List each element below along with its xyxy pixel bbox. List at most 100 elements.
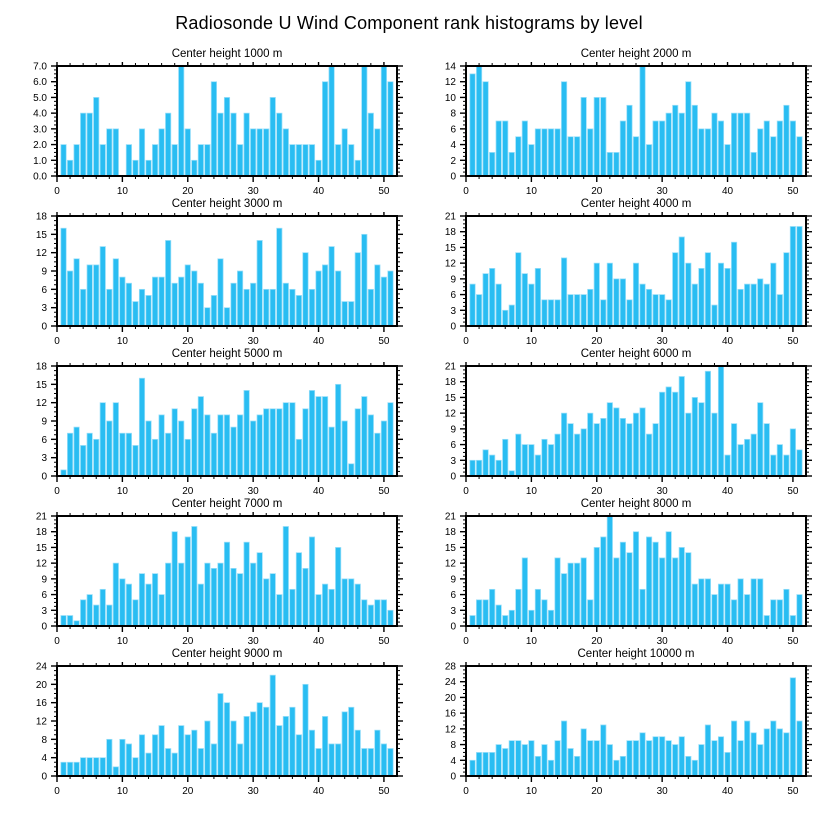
histogram-bar [60, 761, 67, 777]
y-tick-label: 0 [41, 472, 47, 483]
histogram-bar [574, 294, 581, 327]
histogram-bar [125, 282, 132, 327]
histogram-bar [348, 144, 355, 177]
histogram-bar [289, 706, 296, 777]
histogram-bar [282, 402, 289, 477]
histogram-bar [528, 740, 535, 777]
histogram-bar [60, 615, 67, 627]
y-tick-label: 15 [36, 543, 48, 554]
y-tick-label: 12 [36, 717, 48, 728]
histogram-bar [387, 402, 394, 477]
histogram-bar [223, 702, 231, 777]
histogram-bar [652, 736, 659, 777]
y-tick-label: 18 [36, 212, 48, 223]
histogram-bar [354, 408, 361, 477]
y-tick-labels: 0 3 6 9 12 15 18 21 [36, 512, 48, 633]
y-tick-label: 8 [41, 735, 47, 746]
y-tick-label: 2 [450, 156, 456, 167]
histogram-bar [93, 438, 100, 477]
histogram-bar [652, 120, 659, 177]
y-tick-label: 18 [445, 527, 457, 538]
histogram-bar [263, 128, 270, 177]
subplot-title: Center height 10000 m [577, 648, 695, 660]
histogram-bar [165, 748, 172, 777]
x-tick-label: 50 [378, 186, 390, 196]
histogram-bar [210, 295, 217, 327]
y-tick-label: 8 [450, 740, 456, 751]
histogram-bar [489, 588, 496, 627]
bars [60, 377, 394, 477]
histogram-bar [776, 728, 783, 777]
x-tick-label: 20 [182, 486, 194, 496]
histogram-bar [482, 273, 489, 327]
histogram-bar [783, 252, 790, 327]
histogram-bar [476, 599, 483, 627]
histogram-bar [737, 112, 744, 177]
histogram-bar [561, 573, 568, 627]
y-tick-label: 0 [450, 172, 456, 183]
y-tick-label: 6 [450, 124, 456, 135]
histogram-bar [138, 128, 146, 177]
histogram-bar [489, 152, 496, 177]
histogram-bar [348, 301, 355, 327]
subplot-title: Center height 7000 m [171, 498, 283, 510]
histogram-bar [750, 578, 757, 627]
histogram-bar [783, 588, 790, 627]
x-tick-label: 10 [526, 786, 538, 796]
histogram-bar [724, 583, 731, 627]
x-tick-label: 30 [248, 636, 260, 646]
histogram-bar [717, 583, 725, 627]
histogram-bar [613, 759, 620, 777]
histogram-bar [567, 562, 574, 627]
histogram-bar [217, 562, 224, 627]
histogram-bar [678, 236, 685, 327]
histogram-bar [335, 144, 342, 177]
histogram-bar [315, 594, 322, 627]
y-tick-label: 12 [445, 259, 457, 270]
histogram-bar [361, 396, 368, 477]
histogram-bar [750, 732, 757, 777]
histogram-bar [632, 262, 640, 327]
histogram-bar [711, 304, 718, 327]
histogram-bar [210, 81, 217, 177]
histogram-bar [302, 144, 309, 177]
histogram-bar [580, 557, 587, 627]
y-tick-label: 0.0 [33, 172, 47, 183]
bars [60, 227, 394, 327]
histogram-bar [659, 736, 666, 777]
histogram-bar [789, 120, 796, 177]
histogram-bar [145, 295, 152, 327]
histogram-bar [554, 740, 561, 777]
histogram-bar [367, 748, 374, 777]
y-tick-labels: 0 4 8 12 16 20 24 28 [445, 662, 457, 783]
histogram-bar [341, 711, 348, 777]
y-tick-label: 6.0 [33, 77, 47, 88]
histogram-bar [646, 144, 653, 177]
histogram-bar [80, 112, 87, 177]
y-tick-label: 3 [41, 606, 47, 617]
histogram-bar [243, 390, 250, 477]
histogram-bar [295, 552, 302, 627]
histogram-bar [534, 755, 541, 777]
histogram-bar [361, 65, 368, 177]
x-tick-label: 20 [591, 486, 603, 496]
y-tick-label: 6 [41, 590, 47, 601]
histogram-bar [678, 376, 685, 477]
histogram-bar [508, 740, 515, 777]
histogram-bar [521, 744, 528, 777]
histogram-bar [263, 408, 270, 477]
y-tick-label: 6 [41, 435, 47, 446]
histogram-bar [672, 744, 679, 777]
x-tick-label: 10 [117, 636, 129, 646]
histogram-bar [165, 432, 172, 477]
histogram-bar [639, 588, 646, 627]
histogram-bar [587, 599, 594, 627]
histogram-bar [587, 128, 594, 177]
histogram-bar [783, 732, 790, 777]
histogram-bar [580, 97, 587, 177]
y-tick-label: 15 [36, 230, 48, 241]
y-tick-labels: 0 4 8 12 16 20 24 [36, 662, 48, 783]
y-tick-label: 3.0 [33, 124, 47, 135]
histogram-bar [132, 445, 139, 477]
y-tick-labels: 0.0 1.0 2.0 3.0 4.0 5.0 6.0 7.0 [33, 62, 47, 183]
